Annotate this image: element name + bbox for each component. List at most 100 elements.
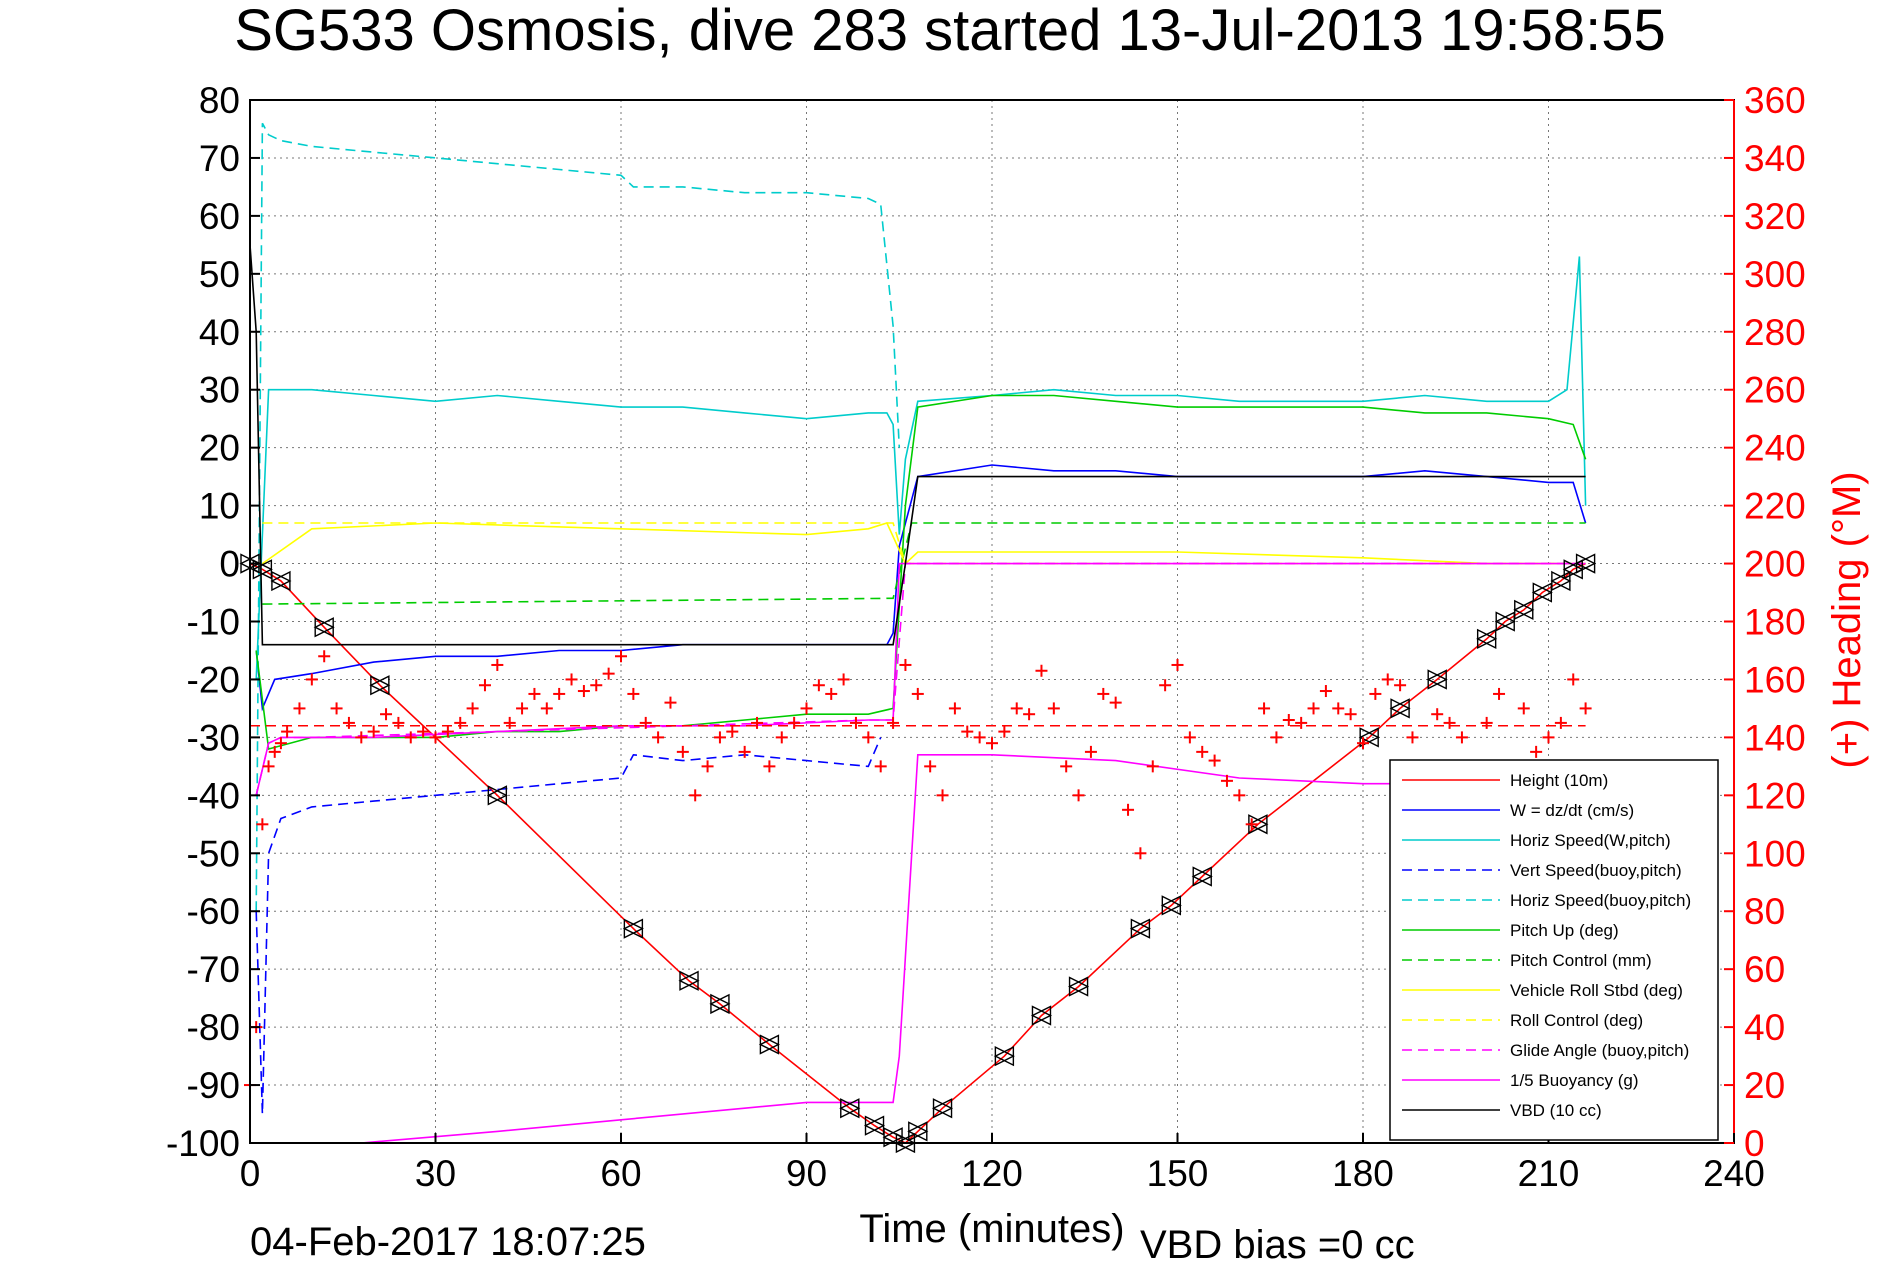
heading-point-69 xyxy=(1060,760,1073,773)
heading-point-21 xyxy=(466,702,479,715)
y-tick-label-8: 0 xyxy=(219,544,240,585)
heading-point-49 xyxy=(812,679,825,692)
y-tick-label-7: 10 xyxy=(199,486,240,527)
heading-point-17 xyxy=(417,725,430,738)
right-axis-ticks: 3603403203002802602402202001801601401201… xyxy=(1724,80,1806,1164)
series-line-6 xyxy=(262,522,1586,605)
x-tick-label-3: 90 xyxy=(786,1153,827,1194)
heading-point-12 xyxy=(355,731,368,744)
height-marker-left-28 xyxy=(1513,599,1534,621)
height-marker-4 xyxy=(369,675,391,696)
heading-point-46 xyxy=(775,731,788,744)
buoyancy-curve-line xyxy=(361,753,1487,1144)
height-marker-left-5 xyxy=(486,785,508,806)
height-marker-2 xyxy=(270,570,292,592)
series-line-2 xyxy=(255,256,1587,680)
heading-point-9 xyxy=(318,650,331,663)
height-marker-25 xyxy=(1426,669,1448,690)
legend-label-5: Pitch Up (deg) xyxy=(1510,921,1619,940)
x-tick-label-8: 240 xyxy=(1703,1153,1765,1194)
right-tick-label-13: 100 xyxy=(1744,833,1806,874)
height-marker-15 xyxy=(931,1098,954,1119)
heading-point-7 xyxy=(293,702,306,715)
height-marker-18 xyxy=(1068,976,1090,997)
heading-point-16 xyxy=(404,731,417,744)
heading-point-64 xyxy=(998,725,1011,738)
height-marker-19 xyxy=(1129,918,1151,939)
chart-title: SG533 Osmosis, dive 283 started 13-Jul-2… xyxy=(234,0,1666,63)
footer-vbd-bias: VBD bias =0 cc xyxy=(1140,1223,1415,1262)
heading-point-94 xyxy=(1369,687,1382,700)
heading-point-38 xyxy=(676,745,689,758)
height-marker-7 xyxy=(678,970,700,991)
right-tick-label-3: 300 xyxy=(1744,254,1806,295)
height-marker-left-18 xyxy=(1068,976,1089,997)
heading-point-91 xyxy=(1332,702,1345,715)
legend-label-3: Vert Speed(buoy,pitch) xyxy=(1510,861,1682,880)
right-tick-label-18: 0 xyxy=(1744,1123,1765,1164)
height-markers xyxy=(239,553,1597,1154)
heading-point-90 xyxy=(1319,685,1332,698)
heading-point-32 xyxy=(602,667,615,680)
y-tick-label-15: -70 xyxy=(187,949,240,990)
series-line-7 xyxy=(261,522,1586,565)
heading-point-92 xyxy=(1344,708,1357,721)
legend-label-9: Glide Angle (buoy,pitch) xyxy=(1510,1041,1689,1060)
heading-point-36 xyxy=(652,731,665,744)
heading-point-100 xyxy=(1443,716,1456,729)
heading-point-71 xyxy=(1084,745,1097,758)
heading-point-99 xyxy=(1431,708,1444,721)
heading-point-97 xyxy=(1406,731,1419,744)
heading-point-73 xyxy=(1109,696,1122,709)
height-marker-left-14 xyxy=(907,1121,928,1142)
heading-point-109 xyxy=(1554,716,1567,729)
height-marker-left-27 xyxy=(1494,611,1515,632)
right-axis-label: (+) Heading (°M) xyxy=(1825,471,1869,768)
heading-point-54 xyxy=(874,760,887,773)
heading-point-40 xyxy=(701,760,714,773)
right-tick-label-7: 220 xyxy=(1744,486,1806,527)
heading-point-22 xyxy=(478,679,491,692)
series-line-1 xyxy=(255,464,1587,712)
legend-label-11: VBD (10 cc) xyxy=(1510,1101,1602,1120)
height-marker-left-4 xyxy=(369,675,390,696)
height-marker-left-19 xyxy=(1129,918,1151,939)
series-line-11 xyxy=(249,244,1586,646)
series-line-8 xyxy=(262,522,1586,565)
series-line-3 xyxy=(255,737,882,1115)
legend-label-1: W = dz/dt (cm/s) xyxy=(1510,801,1634,820)
heading-point-53 xyxy=(862,731,875,744)
heading-point-25 xyxy=(516,702,529,715)
heading-point-43 xyxy=(738,745,751,758)
y-tick-label-12: -40 xyxy=(187,775,240,816)
heading-point-33 xyxy=(615,650,627,663)
right-tick-label-8: 200 xyxy=(1744,544,1806,585)
height-marker-left-16 xyxy=(993,1045,1015,1067)
heading-point-67 xyxy=(1035,664,1048,677)
x-tick-label-7: 210 xyxy=(1518,1153,1580,1194)
right-tick-label-9: 180 xyxy=(1744,602,1806,643)
height-marker-left-3 xyxy=(313,617,334,638)
y-tick-label-17: -90 xyxy=(187,1065,240,1106)
heading-point-27 xyxy=(540,702,553,715)
x-tick-label-5: 150 xyxy=(1147,1153,1209,1194)
height-marker-left-9 xyxy=(758,1034,780,1055)
height-marker-17 xyxy=(1030,1005,1053,1026)
heading-point-78 xyxy=(1171,658,1184,671)
heading-point-23 xyxy=(491,658,504,671)
heading-point-50 xyxy=(825,687,838,700)
height-marker-6 xyxy=(622,918,644,939)
heading-point-56 xyxy=(899,658,912,671)
heading-point-35 xyxy=(639,716,652,729)
right-tick-label-15: 60 xyxy=(1744,949,1785,990)
y-tick-label-4: 40 xyxy=(199,312,240,353)
heading-point-5 xyxy=(274,737,287,750)
height-marker-left-23 xyxy=(1358,727,1379,748)
heading-point-58 xyxy=(924,760,937,773)
height-marker-26 xyxy=(1476,628,1498,650)
height-marker-left-2 xyxy=(270,570,291,592)
right-tick-label-0: 360 xyxy=(1744,80,1806,121)
legend-label-8: Roll Control (deg) xyxy=(1510,1011,1643,1030)
heading-point-55 xyxy=(887,716,900,729)
series-line-10 xyxy=(255,562,1586,796)
